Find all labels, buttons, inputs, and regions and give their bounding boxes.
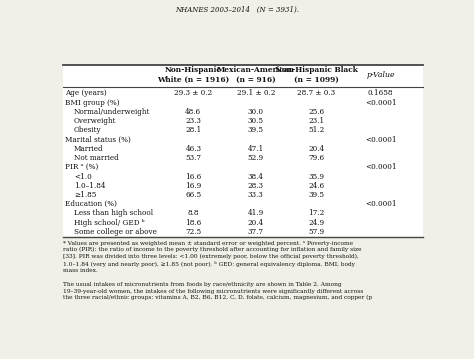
Text: <0.0001: <0.0001 xyxy=(365,136,396,144)
Text: 52.9: 52.9 xyxy=(248,154,264,162)
Text: PIR ᵃ (%): PIR ᵃ (%) xyxy=(65,163,98,171)
Text: 28.1: 28.1 xyxy=(185,126,201,134)
Text: 16.6: 16.6 xyxy=(185,173,201,181)
Text: 46.3: 46.3 xyxy=(185,145,201,153)
Text: Some college or above: Some college or above xyxy=(74,228,157,236)
Text: 57.9: 57.9 xyxy=(308,228,325,236)
Text: Normal/underweight: Normal/underweight xyxy=(74,108,150,116)
Text: ≥1.85: ≥1.85 xyxy=(74,191,96,199)
Text: <0.0001: <0.0001 xyxy=(365,163,396,171)
Text: 72.5: 72.5 xyxy=(185,228,201,236)
Text: 23.3: 23.3 xyxy=(185,117,201,125)
Text: The usual intakes of micronutrients from foods by race/ethnicity are shown in Ta: The usual intakes of micronutrients from… xyxy=(63,282,372,300)
Text: Non-Hispanic Black
(n = 1099): Non-Hispanic Black (n = 1099) xyxy=(275,66,358,84)
Text: 24.9: 24.9 xyxy=(308,219,325,227)
Text: 16.9: 16.9 xyxy=(185,182,201,190)
Text: Overweight: Overweight xyxy=(74,117,117,125)
Text: 28.3: 28.3 xyxy=(248,182,264,190)
Text: 0.1658: 0.1658 xyxy=(368,89,393,97)
Text: 48.6: 48.6 xyxy=(185,108,201,116)
Text: 30.0: 30.0 xyxy=(248,108,264,116)
Text: 79.6: 79.6 xyxy=(308,154,325,162)
Text: 28.7 ± 0.3: 28.7 ± 0.3 xyxy=(297,89,336,97)
Text: 35.9: 35.9 xyxy=(309,173,324,181)
Text: 66.5: 66.5 xyxy=(185,191,201,199)
Text: 39.5: 39.5 xyxy=(309,191,324,199)
Text: 33.3: 33.3 xyxy=(248,191,264,199)
Text: Non-Hispanic
White (n = 1916): Non-Hispanic White (n = 1916) xyxy=(157,66,229,84)
Bar xyxy=(63,65,423,238)
Text: 17.2: 17.2 xyxy=(308,209,325,218)
Text: Marital status (%): Marital status (%) xyxy=(65,136,131,144)
Text: Not married: Not married xyxy=(74,154,118,162)
Text: 1.0–1.84: 1.0–1.84 xyxy=(74,182,105,190)
Text: 20.4: 20.4 xyxy=(248,219,264,227)
Text: 29.1 ± 0.2: 29.1 ± 0.2 xyxy=(237,89,275,97)
Text: <1.0: <1.0 xyxy=(74,173,91,181)
Text: 39.5: 39.5 xyxy=(248,126,264,134)
Text: 53.7: 53.7 xyxy=(185,154,201,162)
Text: <0.0001: <0.0001 xyxy=(365,99,396,107)
Text: 38.4: 38.4 xyxy=(248,173,264,181)
Text: Education (%): Education (%) xyxy=(65,200,117,208)
Text: p-Value: p-Value xyxy=(366,71,395,79)
Text: 41.9: 41.9 xyxy=(247,209,264,218)
Text: 23.1: 23.1 xyxy=(308,117,325,125)
Text: Obesity: Obesity xyxy=(74,126,101,134)
Text: 24.6: 24.6 xyxy=(308,182,325,190)
Text: 25.6: 25.6 xyxy=(308,108,325,116)
Text: 18.6: 18.6 xyxy=(185,219,201,227)
Text: Age (years): Age (years) xyxy=(65,89,107,97)
Text: Married: Married xyxy=(74,145,103,153)
Text: 47.1: 47.1 xyxy=(247,145,264,153)
Text: 29.3 ± 0.2: 29.3 ± 0.2 xyxy=(174,89,212,97)
Text: 37.7: 37.7 xyxy=(248,228,264,236)
Text: 8.8: 8.8 xyxy=(188,209,199,218)
Text: 20.4: 20.4 xyxy=(308,145,325,153)
Text: High school/ GED ᵇ: High school/ GED ᵇ xyxy=(74,219,145,227)
Text: NHANES 2003–2014   (N = 3931).: NHANES 2003–2014 (N = 3931). xyxy=(175,6,299,14)
Text: 51.2: 51.2 xyxy=(308,126,325,134)
Text: Mexican-American
(n = 916): Mexican-American (n = 916) xyxy=(217,66,295,84)
Text: <0.0001: <0.0001 xyxy=(365,200,396,208)
Text: * Values are presented as weighted mean ± standard error or weighted percent. ᵃ : * Values are presented as weighted mean … xyxy=(63,241,361,274)
Text: BMI group (%): BMI group (%) xyxy=(65,99,119,107)
Text: 30.5: 30.5 xyxy=(248,117,264,125)
Text: Less than high school: Less than high school xyxy=(74,209,153,218)
